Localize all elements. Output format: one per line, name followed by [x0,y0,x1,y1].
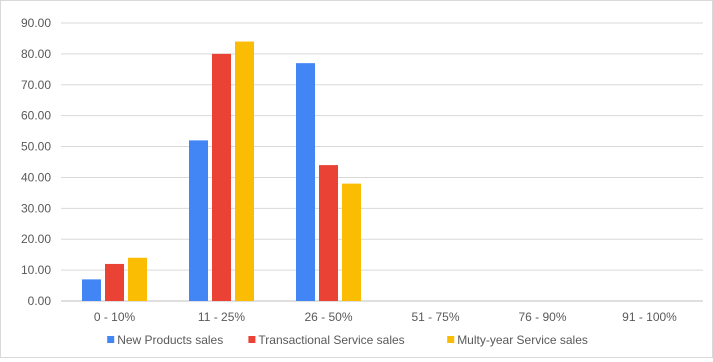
legend-swatch [248,336,256,343]
bar [319,165,338,301]
x-tick-label: 11 - 25% [198,310,245,324]
y-tick-label: 30.00 [21,201,51,215]
y-tick-label: 0.00 [28,294,52,308]
legend-label: New Products sales [117,333,223,347]
gridlines [61,22,703,302]
legend-swatch [447,336,455,343]
legend-swatch [107,336,115,343]
x-axis: 0 - 10% 11 - 25% 26 - 50% 51 - 75% 76 - 90% 9… [94,310,677,324]
y-tick-label: 90.00 [21,16,51,30]
y-tick-label: 40.00 [21,170,51,184]
bar [212,53,231,302]
bar [105,263,124,301]
bar [296,63,315,302]
legend: New Products sales Transactional Service … [107,333,588,347]
x-tick-label: 91 - 100% [622,310,677,324]
bar [235,41,254,302]
bars [82,41,361,302]
x-tick-label: 0 - 10% [94,310,136,324]
legend-label: Transactional Service sales [258,333,404,347]
bar [128,257,147,301]
y-axis: 0.00 10.00 20.00 30.00 40.00 50.00 60.00 70.00 8… [21,16,51,308]
x-tick-label: 51 - 75% [411,310,459,324]
x-tick-label: 26 - 50% [304,310,352,324]
bar [189,140,208,301]
legend-label: Multy-year Service sales [457,333,588,347]
y-tick-label: 20.00 [21,232,51,246]
bar [82,279,101,301]
bar [342,183,361,301]
y-tick-label: 70.00 [21,78,51,92]
y-tick-label: 50.00 [21,140,51,154]
y-tick-label: 10.00 [21,263,51,277]
x-tick-label: 76 - 90% [518,310,566,324]
y-tick-label: 60.00 [21,109,51,123]
y-tick-label: 80.00 [21,47,51,61]
